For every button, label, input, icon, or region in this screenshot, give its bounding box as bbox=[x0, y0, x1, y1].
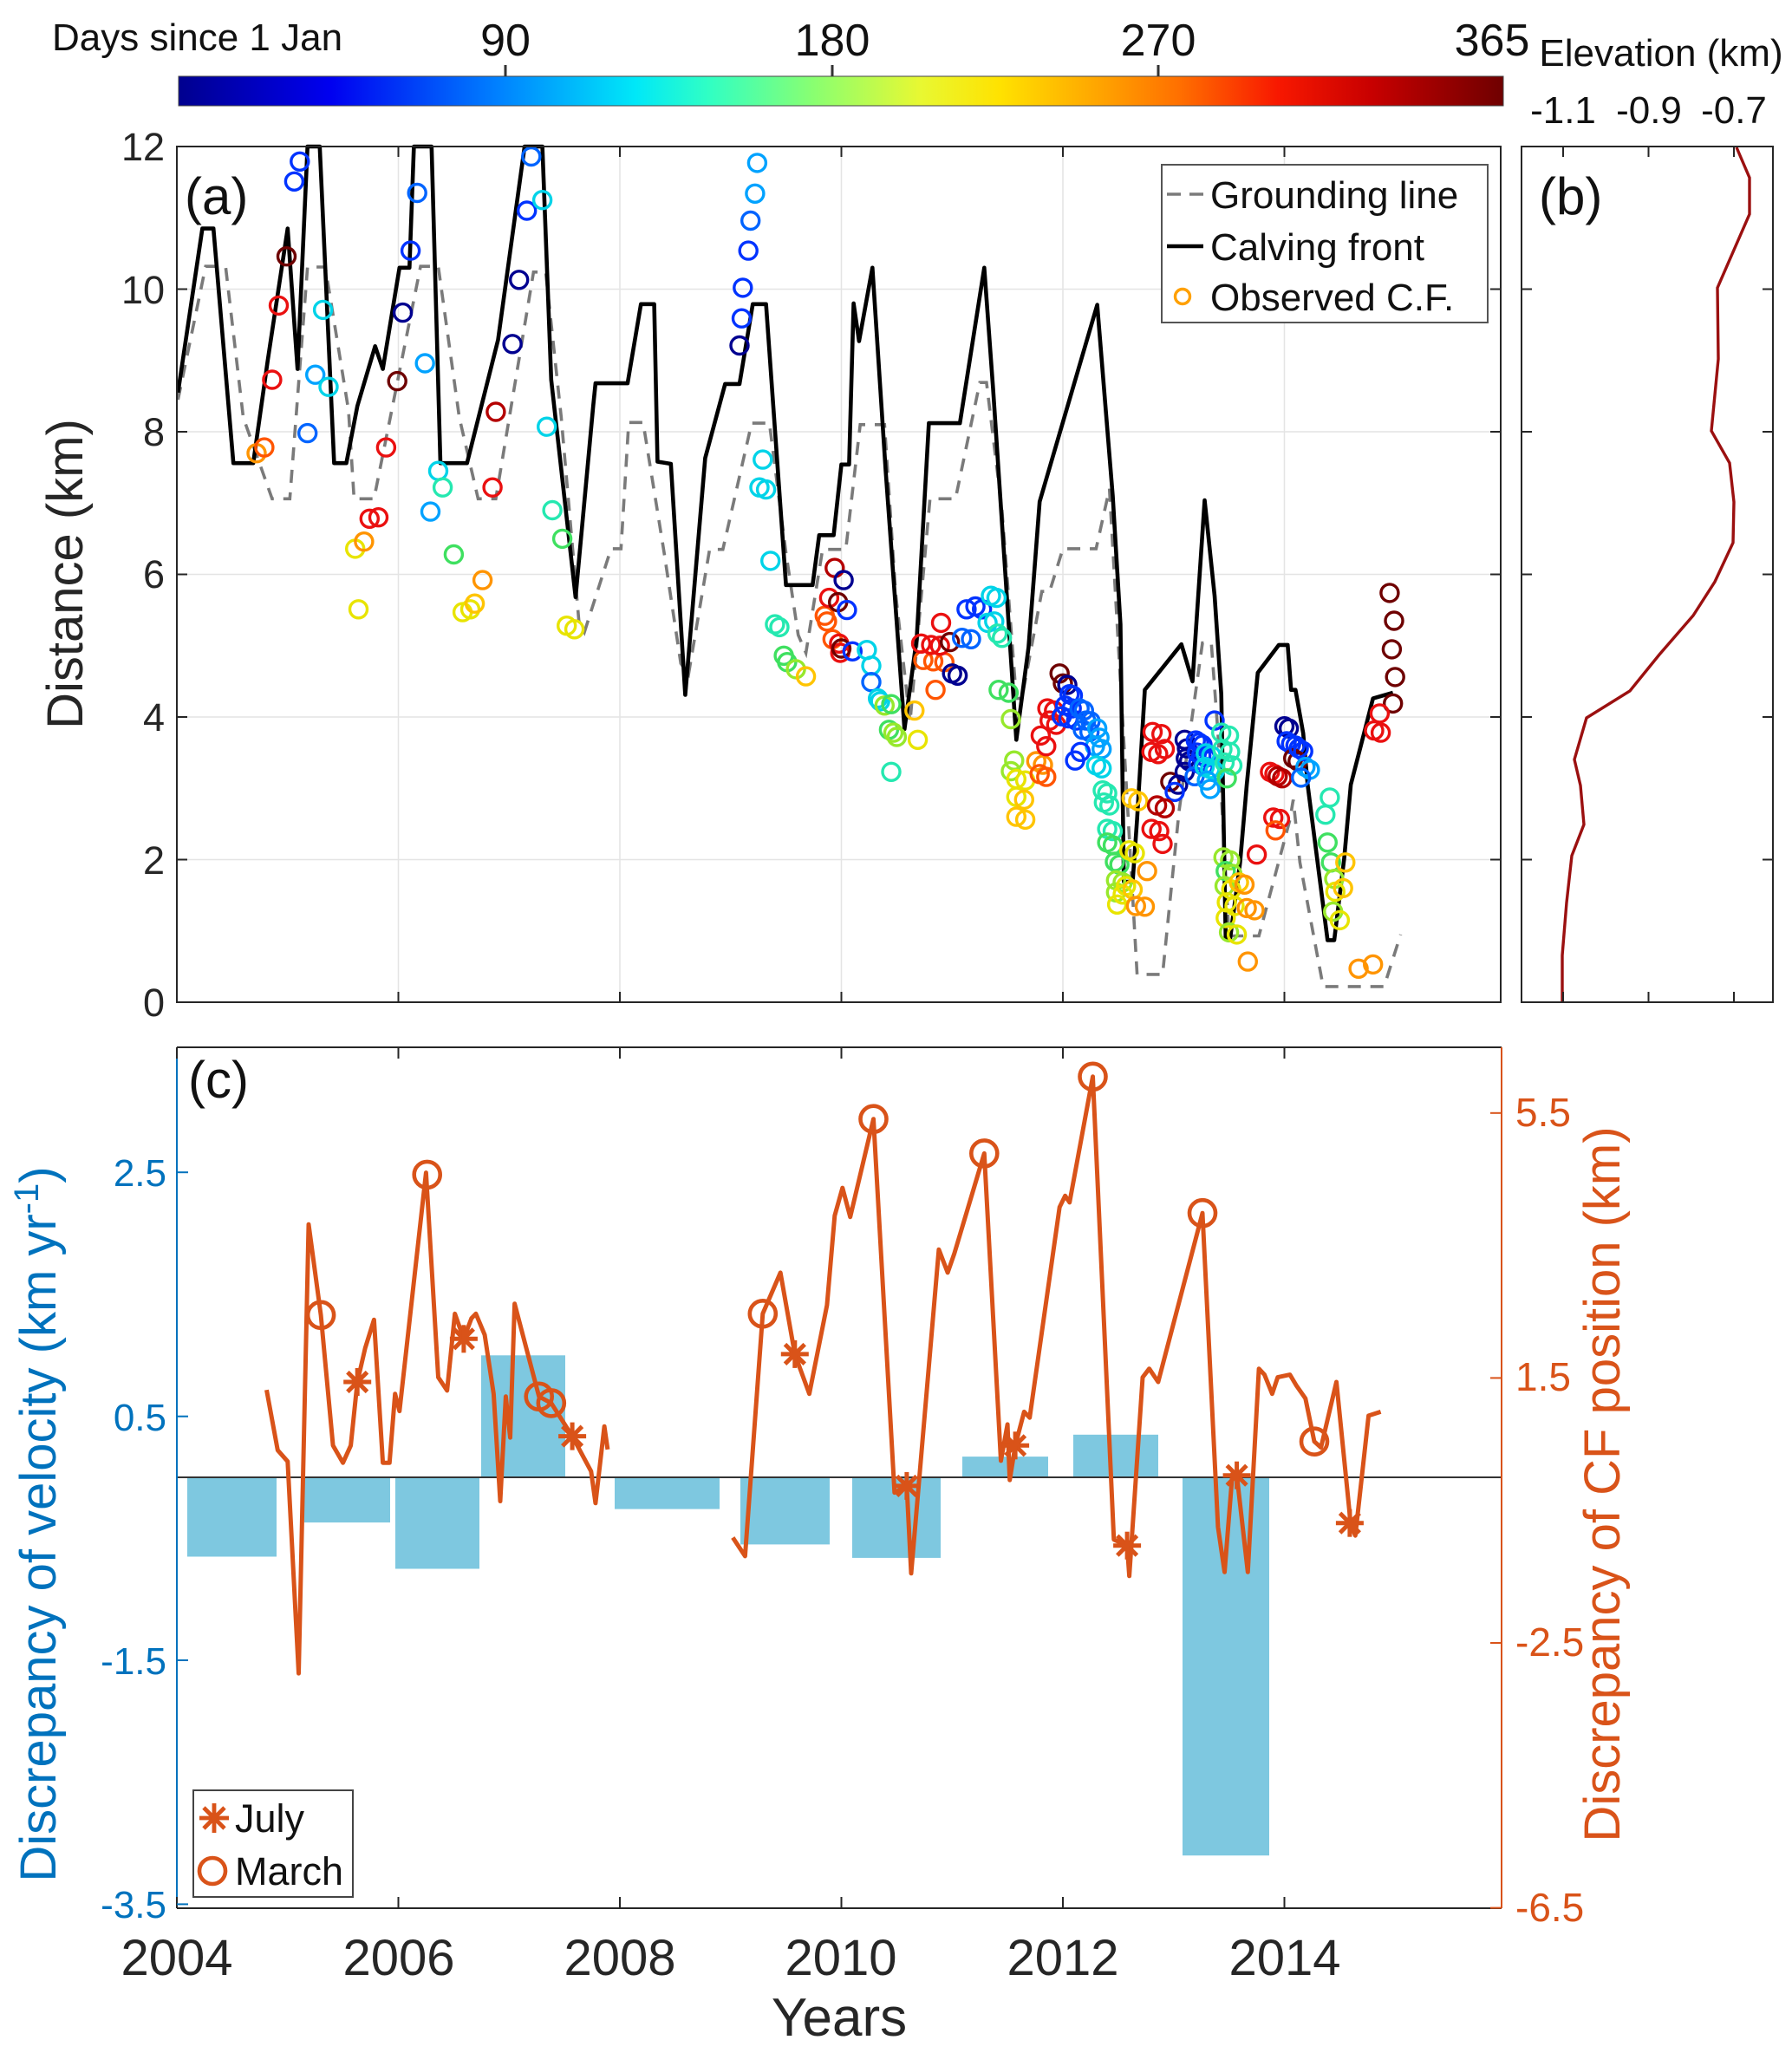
svg-text:0: 0 bbox=[143, 981, 165, 1025]
svg-text:(c): (c) bbox=[188, 1051, 249, 1109]
svg-text:July: July bbox=[235, 1796, 305, 1841]
svg-text:Distance (km): Distance (km) bbox=[37, 419, 94, 729]
svg-text:-3.5: -3.5 bbox=[101, 1884, 166, 1926]
svg-text:Days since 1 Jan: Days since 1 Jan bbox=[52, 16, 342, 59]
svg-text:2.5: 2.5 bbox=[114, 1152, 166, 1195]
svg-text:1.5: 1.5 bbox=[1515, 1354, 1571, 1399]
svg-text:-0.9: -0.9 bbox=[1616, 89, 1682, 132]
svg-text:8: 8 bbox=[143, 410, 165, 454]
svg-text:(b): (b) bbox=[1539, 167, 1602, 225]
svg-text:Grounding line: Grounding line bbox=[1210, 174, 1458, 217]
svg-text:10: 10 bbox=[121, 268, 165, 312]
svg-text:-6.5: -6.5 bbox=[1515, 1885, 1584, 1930]
svg-text:-2.5: -2.5 bbox=[1515, 1620, 1584, 1665]
svg-text:2012: 2012 bbox=[1007, 1930, 1118, 1986]
svg-text:March: March bbox=[235, 1849, 343, 1893]
svg-text:-0.7: -0.7 bbox=[1701, 89, 1767, 132]
svg-text:4: 4 bbox=[143, 695, 165, 740]
svg-text:2004: 2004 bbox=[121, 1930, 232, 1986]
svg-text:Discrepancy of velocity (km yr: Discrepancy of velocity (km yr-1) bbox=[8, 1166, 67, 1881]
svg-text:365: 365 bbox=[1455, 16, 1530, 66]
svg-text:2010: 2010 bbox=[785, 1930, 896, 1986]
svg-text:270: 270 bbox=[1121, 16, 1196, 66]
svg-text:2: 2 bbox=[143, 838, 165, 883]
svg-text:5.5: 5.5 bbox=[1515, 1090, 1571, 1135]
svg-text:-1.5: -1.5 bbox=[101, 1640, 166, 1683]
svg-text:Calving front: Calving front bbox=[1210, 226, 1424, 269]
svg-text:Elevation (km): Elevation (km) bbox=[1539, 32, 1782, 75]
svg-text:Years: Years bbox=[772, 1988, 907, 2048]
svg-text:90: 90 bbox=[480, 16, 531, 66]
svg-text:Discrepancy of CF position (km: Discrepancy of CF position (km) bbox=[1574, 1126, 1631, 1841]
svg-text:(a): (a) bbox=[185, 167, 248, 225]
svg-text:180: 180 bbox=[795, 16, 870, 66]
svg-text:Observed C.F.: Observed C.F. bbox=[1210, 277, 1454, 319]
svg-text:2014: 2014 bbox=[1228, 1930, 1340, 1986]
svg-text:2008: 2008 bbox=[564, 1930, 675, 1986]
svg-text:2006: 2006 bbox=[342, 1930, 454, 1986]
svg-text:6: 6 bbox=[143, 552, 165, 596]
svg-text:12: 12 bbox=[121, 125, 165, 169]
svg-text:-1.1: -1.1 bbox=[1530, 89, 1596, 132]
svg-text:0.5: 0.5 bbox=[114, 1397, 166, 1439]
